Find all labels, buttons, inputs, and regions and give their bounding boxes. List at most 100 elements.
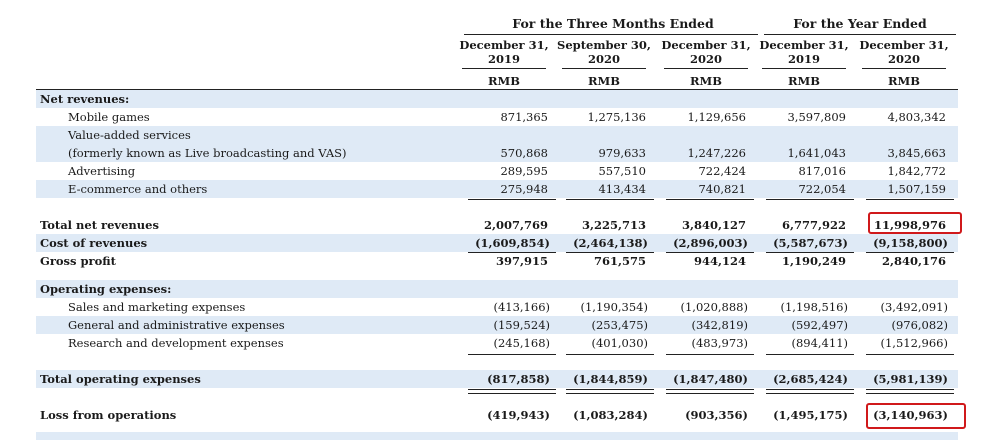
cell-q4-2020: (483,973) (691, 336, 748, 350)
cell-fy-2019: (592,497) (791, 318, 848, 332)
subtotal-rule (866, 199, 954, 200)
subtotal-rule (766, 199, 854, 200)
cell-fy-2019: 3,597,809 (787, 110, 846, 124)
header-bottom-rule (36, 89, 958, 90)
row-vas-title: Value-added services (36, 126, 958, 144)
cell-fy-2020: 11,998,976 (873, 218, 946, 232)
cell-q3-2020: 979,633 (598, 146, 646, 160)
cell-q4-2019: 871,365 (500, 110, 548, 124)
subtotal-rule (666, 199, 754, 200)
cell-fy-2019: (5,587,673) (773, 236, 848, 250)
subtotal-rule (468, 354, 556, 355)
cell-q4-2020: (2,896,003) (673, 236, 748, 250)
row-net-revenues-header: Net revenues: (36, 90, 958, 108)
subtotal-rule (566, 199, 654, 200)
cell-q4-2019: (419,943) (487, 408, 550, 422)
total-double-rule (468, 389, 556, 394)
header-year-rule (764, 34, 956, 35)
cell-q4-2019: (817,858) (487, 372, 550, 386)
subtotal-rule (566, 354, 654, 355)
cell-fy-2020: (5,981,139) (873, 372, 948, 386)
cell-q4-2020: 1,129,656 (687, 110, 746, 124)
row-label: E-commerce and others (68, 182, 208, 196)
column-header-currency: RMB (787, 74, 820, 88)
header-year: For the Year Ended (793, 16, 927, 31)
cell-q3-2020: (1,844,859) (573, 372, 648, 386)
row-label: Cost of revenues (40, 236, 148, 250)
row-label: Operating expenses: (40, 282, 172, 296)
row-label: General and administrative expenses (68, 318, 285, 332)
cell-q3-2020: (1,083,284) (573, 408, 648, 422)
column-header-fy-2020: December 31, 2020 RMB (856, 38, 952, 88)
cell-q4-2019: 2,007,769 (483, 218, 548, 232)
cell-q4-2020: (342,819) (691, 318, 748, 332)
row-label: (formerly known as Live broadcasting and… (68, 146, 347, 160)
cell-fy-2020: (3,140,963) (873, 408, 948, 422)
column-header-date: September 30, (557, 38, 651, 52)
cell-q4-2020: (1,847,480) (673, 372, 748, 386)
row-label: Net revenues: (40, 92, 130, 106)
row-research-development: Research and development expenses (245,1… (36, 334, 958, 352)
total-double-rule (666, 389, 754, 394)
cell-q3-2020: 557,510 (598, 164, 646, 178)
header-three-months-rule (464, 34, 758, 35)
cell-fy-2020: (3,492,091) (880, 300, 948, 314)
row-general-admin: General and administrative expenses (159… (36, 316, 958, 334)
cell-q4-2020: 722,424 (698, 164, 746, 178)
subtotal-rule (566, 252, 654, 253)
column-header-year: 2020 (664, 52, 748, 69)
cell-q4-2020: 740,821 (698, 182, 746, 196)
cell-q4-2019: 570,868 (500, 146, 548, 160)
cell-fy-2020: 1,842,772 (887, 164, 946, 178)
cell-fy-2020: 3,845,663 (887, 146, 946, 160)
highlight-box-total-net-revenues (868, 212, 962, 234)
cell-q3-2020: 413,434 (598, 182, 646, 196)
cell-q4-2019: 397,915 (495, 254, 548, 268)
subtotal-rule (468, 252, 556, 253)
row-cost-of-revenues: Cost of revenues (1,609,854) (2,464,138)… (36, 234, 958, 252)
cell-q3-2020: (253,475) (591, 318, 648, 332)
cell-fy-2019: (1,198,516) (780, 300, 848, 314)
cell-fy-2020: (1,512,966) (880, 336, 948, 350)
column-header-date: December 31, (459, 38, 549, 52)
cell-fy-2020: 1,507,159 (887, 182, 946, 196)
total-double-rule (566, 389, 654, 394)
cell-q4-2019: (1,609,854) (475, 236, 550, 250)
row-label: Advertising (68, 164, 136, 178)
row-label: Research and development expenses (68, 336, 284, 350)
column-header-date: December 31, (759, 38, 849, 52)
cell-q4-2019: (245,168) (493, 336, 550, 350)
subtotal-rule (866, 252, 954, 253)
column-header-q3-2020: September 30, 2020 RMB (556, 38, 652, 88)
cell-fy-2020: (9,158,800) (873, 236, 948, 250)
row-loss-from-operations: Loss from operations (419,943) (1,083,28… (36, 406, 958, 424)
subtotal-rule (468, 199, 556, 200)
row-label: Value-added services (68, 128, 191, 142)
subtotal-rule (766, 252, 854, 253)
cell-q3-2020: (401,030) (591, 336, 648, 350)
cell-q4-2020: 3,840,127 (681, 218, 746, 232)
row-sales-marketing: Sales and marketing expenses (413,166) (… (36, 298, 958, 316)
cell-q4-2019: 275,948 (500, 182, 548, 196)
cell-q3-2020: 1,275,136 (587, 110, 646, 124)
cell-q4-2020: 1,247,226 (687, 146, 746, 160)
row-gross-profit: Gross profit 397,915 761,575 944,124 1,1… (36, 252, 958, 270)
column-header-currency: RMB (487, 74, 520, 88)
cell-fy-2019: (894,411) (791, 336, 848, 350)
header-three-months: For the Three Months Ended (512, 16, 714, 31)
cell-q4-2019: (413,166) (493, 300, 550, 314)
row-label: Gross profit (40, 254, 116, 268)
cell-fy-2019: 1,641,043 (787, 146, 846, 160)
column-header-year: 2019 (762, 52, 846, 69)
total-double-rule (866, 389, 954, 394)
row-vas: (formerly known as Live broadcasting and… (36, 144, 958, 162)
cell-q4-2020: (1,020,888) (680, 300, 748, 314)
cell-fy-2019: 6,777,922 (781, 218, 846, 232)
column-header-currency: RMB (887, 74, 920, 88)
column-header-year: 2020 (862, 52, 946, 69)
column-header-q4-2020: December 31, 2020 RMB (658, 38, 754, 88)
row-label: Total net revenues (40, 218, 159, 232)
cell-q4-2020: 944,124 (693, 254, 746, 268)
cell-fy-2019: (1,495,175) (773, 408, 848, 422)
total-double-rule (766, 389, 854, 394)
